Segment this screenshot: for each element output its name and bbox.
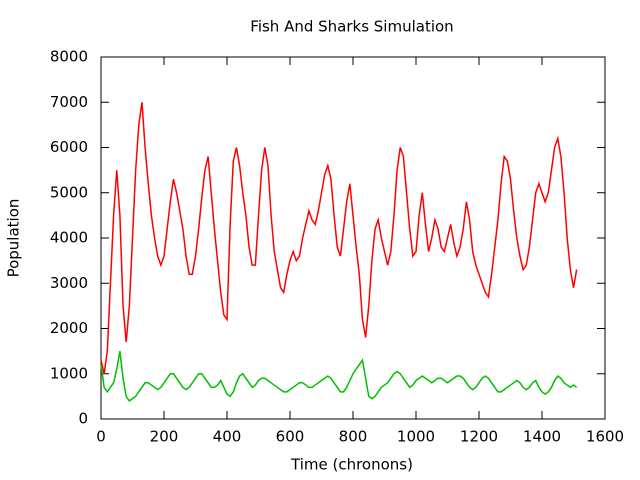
y-tick-label: 5000 <box>50 183 88 201</box>
y-tick-label: 0 <box>78 410 88 428</box>
x-tick-label: 200 <box>150 428 179 446</box>
y-tick-label: 8000 <box>50 48 88 66</box>
series-line <box>100 351 578 402</box>
x-tick-label: 800 <box>339 428 368 446</box>
y-tick-label: 4000 <box>50 229 88 247</box>
x-tick-label: 1600 <box>586 428 624 446</box>
y-tick-label: 2000 <box>50 319 88 337</box>
chart-title: Fish And Sharks Simulation <box>250 18 453 36</box>
y-tick-label: 1000 <box>50 364 88 382</box>
plot-border <box>100 56 606 420</box>
x-tick-label: 400 <box>213 428 242 446</box>
x-tick-label: 1200 <box>460 428 498 446</box>
x-axis-label: Time (chronons) <box>290 456 413 474</box>
x-tick-label: 1000 <box>397 428 435 446</box>
x-tick-label: 600 <box>276 428 305 446</box>
y-axis-label: Population <box>5 199 23 278</box>
x-tick-label: 1400 <box>523 428 561 446</box>
y-tick-label: 7000 <box>50 93 88 111</box>
series-line <box>100 102 578 374</box>
y-tick-label: 6000 <box>50 138 88 156</box>
x-tick-label: 0 <box>96 428 106 446</box>
y-tick-label: 3000 <box>50 274 88 292</box>
